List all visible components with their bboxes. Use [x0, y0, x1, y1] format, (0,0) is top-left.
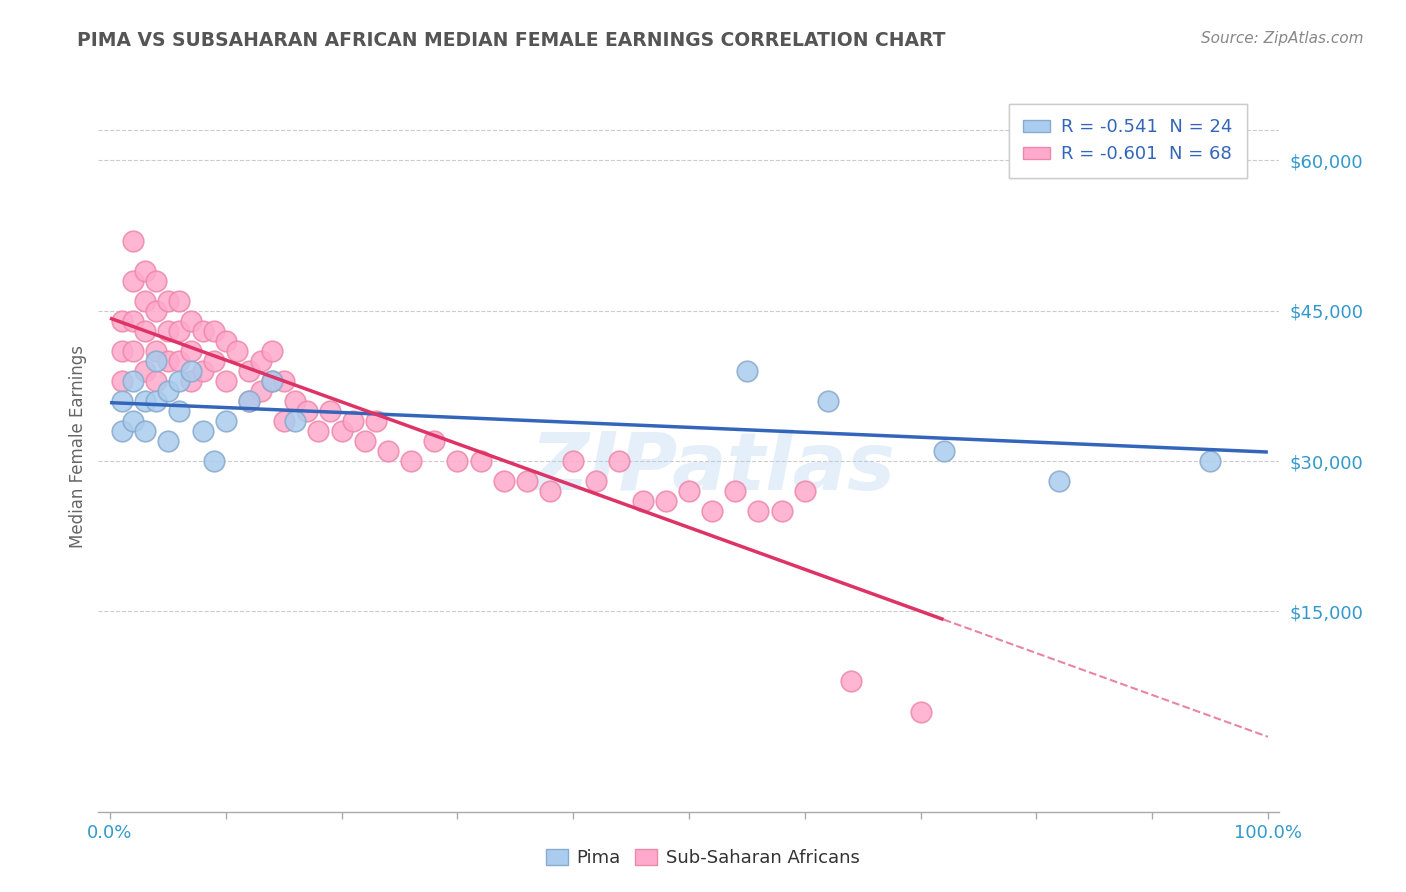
Point	[585, 474, 607, 488]
Point	[492, 474, 515, 488]
Point	[169, 354, 191, 368]
Point	[134, 293, 156, 308]
Point	[191, 424, 214, 438]
Point	[134, 263, 156, 277]
Point	[156, 324, 179, 338]
Point	[839, 674, 862, 689]
Point	[330, 424, 353, 438]
Point	[307, 424, 329, 438]
Text: Source: ZipAtlas.com: Source: ZipAtlas.com	[1201, 31, 1364, 46]
Point	[284, 414, 307, 428]
Point	[1199, 454, 1222, 468]
Point	[134, 424, 156, 438]
Point	[122, 374, 145, 388]
Point	[446, 454, 468, 468]
Point	[262, 343, 284, 358]
Point	[655, 494, 678, 508]
Point	[215, 414, 238, 428]
Point	[134, 324, 156, 338]
Point	[145, 374, 167, 388]
Point	[226, 343, 249, 358]
Point	[423, 434, 446, 448]
Point	[134, 393, 156, 408]
Point	[538, 484, 561, 499]
Point	[134, 364, 156, 378]
Point	[770, 504, 793, 518]
Point	[145, 274, 167, 288]
Point	[145, 354, 167, 368]
Point	[735, 364, 758, 378]
Point	[180, 374, 202, 388]
Point	[122, 314, 145, 328]
Point	[817, 393, 839, 408]
Point	[793, 484, 815, 499]
Point	[169, 324, 191, 338]
Point	[110, 393, 132, 408]
Point	[169, 404, 191, 418]
Point	[145, 303, 167, 318]
Point	[145, 393, 167, 408]
Point	[202, 354, 225, 368]
Legend: Pima, Sub-Saharan Africans: Pima, Sub-Saharan Africans	[538, 841, 868, 874]
Point	[747, 504, 769, 518]
Point	[353, 434, 375, 448]
Point	[169, 374, 191, 388]
Point	[262, 374, 284, 388]
Point	[284, 393, 307, 408]
Point	[191, 324, 214, 338]
Legend: R = -0.541  N = 24, R = -0.601  N = 68: R = -0.541 N = 24, R = -0.601 N = 68	[1008, 104, 1247, 178]
Point	[145, 343, 167, 358]
Point	[724, 484, 747, 499]
Point	[110, 343, 132, 358]
Y-axis label: Median Female Earnings: Median Female Earnings	[69, 344, 87, 548]
Point	[215, 334, 238, 348]
Text: PIMA VS SUBSAHARAN AFRICAN MEDIAN FEMALE EARNINGS CORRELATION CHART: PIMA VS SUBSAHARAN AFRICAN MEDIAN FEMALE…	[77, 31, 946, 50]
Point	[249, 384, 271, 398]
Point	[215, 374, 238, 388]
Point	[700, 504, 723, 518]
Point	[110, 374, 132, 388]
Point	[156, 434, 179, 448]
Point	[110, 314, 132, 328]
Point	[609, 454, 631, 468]
Point	[156, 384, 179, 398]
Point	[273, 374, 295, 388]
Point	[238, 364, 260, 378]
Point	[678, 484, 700, 499]
Point	[295, 404, 318, 418]
Point	[238, 393, 260, 408]
Point	[377, 444, 399, 458]
Point	[180, 364, 202, 378]
Point	[180, 314, 202, 328]
Point	[122, 343, 145, 358]
Point	[156, 354, 179, 368]
Point	[273, 414, 295, 428]
Point	[110, 424, 132, 438]
Point	[249, 354, 271, 368]
Point	[516, 474, 538, 488]
Point	[366, 414, 388, 428]
Point	[319, 404, 342, 418]
Point	[169, 293, 191, 308]
Point	[1049, 474, 1071, 488]
Point	[470, 454, 492, 468]
Point	[910, 705, 932, 719]
Point	[262, 374, 284, 388]
Point	[932, 444, 955, 458]
Point	[180, 343, 202, 358]
Point	[156, 293, 179, 308]
Point	[202, 324, 225, 338]
Point	[238, 393, 260, 408]
Point	[202, 454, 225, 468]
Point	[122, 234, 145, 248]
Point	[562, 454, 585, 468]
Point	[342, 414, 364, 428]
Point	[122, 414, 145, 428]
Point	[122, 274, 145, 288]
Point	[399, 454, 422, 468]
Point	[631, 494, 654, 508]
Point	[191, 364, 214, 378]
Text: ZIPatlas: ZIPatlas	[530, 429, 896, 507]
